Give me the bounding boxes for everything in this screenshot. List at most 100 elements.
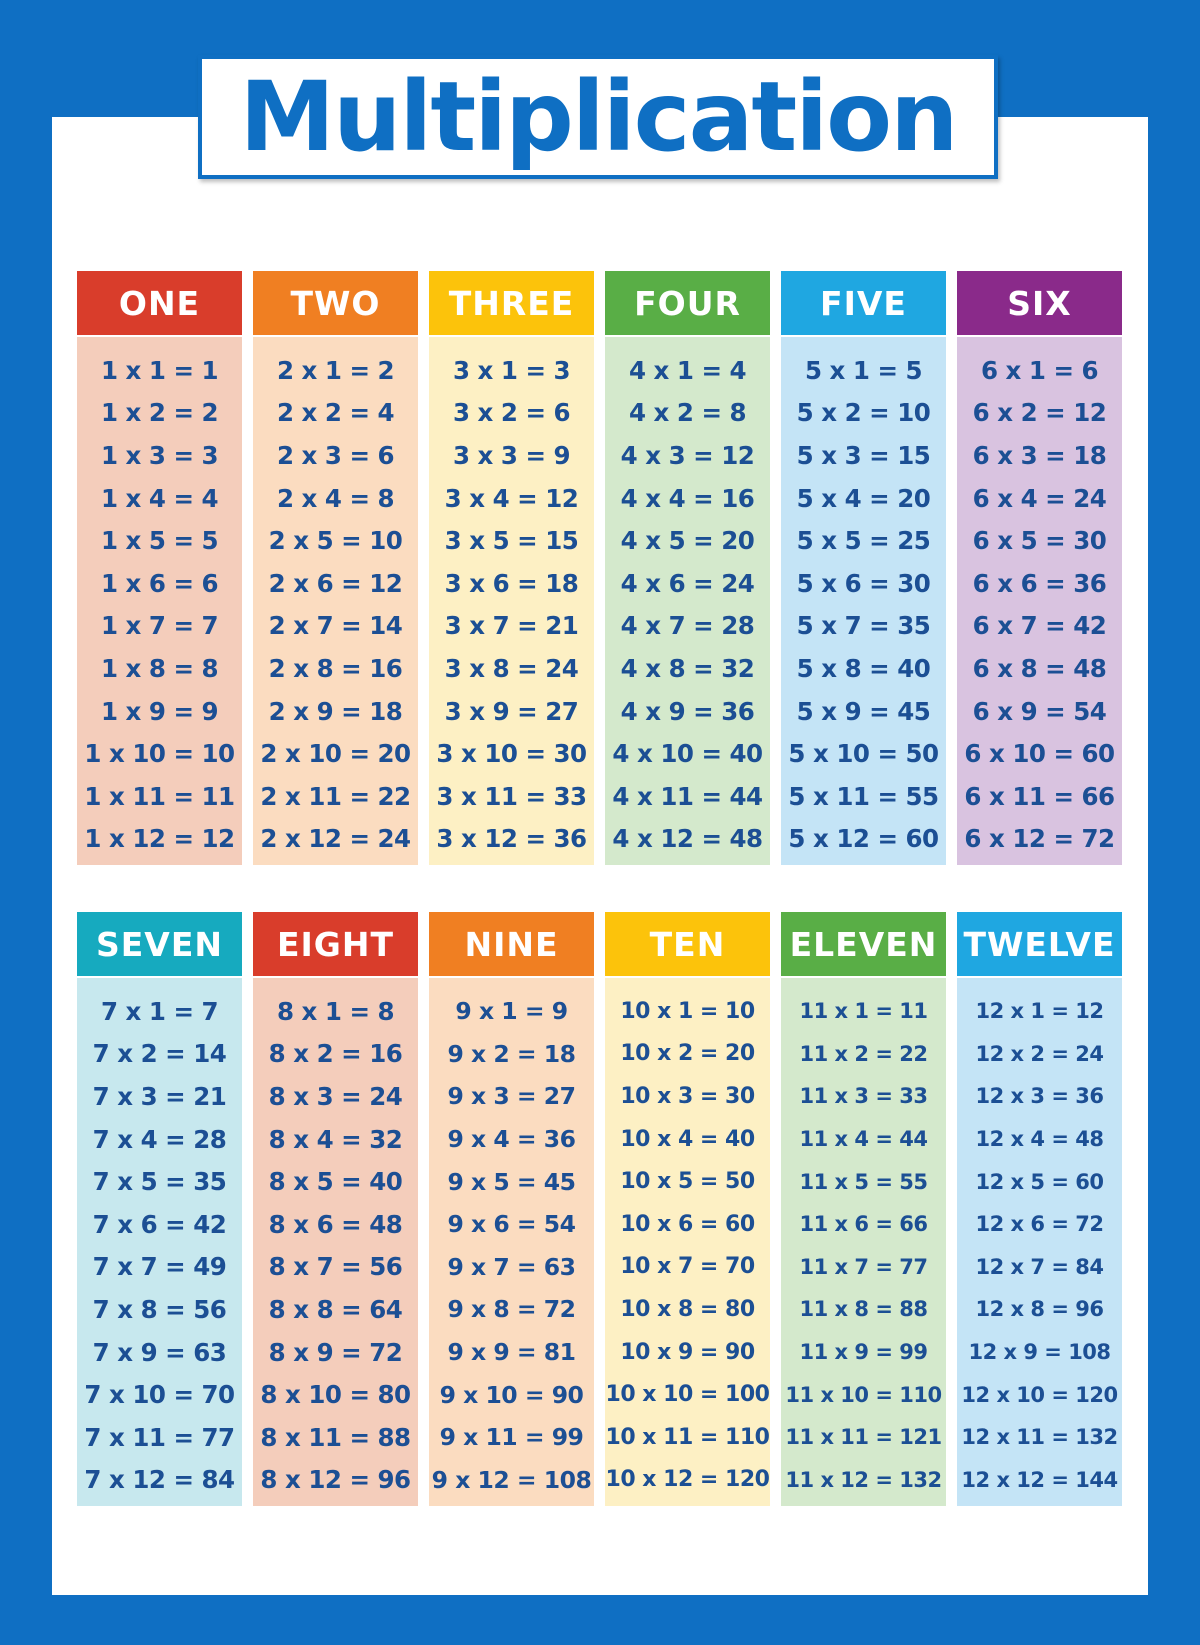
equation-row: 3 x 9 = 27 [444,696,579,726]
table-body: 4 x 1 = 4 4 x 2 = 8 4 x 3 = 12 4 x 4 = 16 4 … [605,337,770,865]
equation-row: 8 x 9 = 72 [268,1337,403,1367]
equation-row: 7 x 10 = 70 [84,1380,235,1410]
equation-row: 8 x 3 = 24 [268,1081,403,1111]
equation-row: 11 x 2 = 22 [799,1041,928,1066]
table-body: 7 x 1 = 7 7 x 2 = 14 7 x 3 = 21 7 x 4 = 28 7… [77,978,242,1506]
equation-row: 4 x 2 = 8 [628,398,747,428]
equation-row: 8 x 11 = 88 [260,1422,411,1452]
equation-row: 2 x 8 = 16 [268,653,403,683]
equation-row: 12 x 10 = 120 [961,1382,1118,1407]
table-header: TWELVE [957,912,1122,976]
table-body: 9 x 1 = 9 9 x 2 = 18 9 x 3 = 27 9 x 4 = 36 9… [429,978,594,1506]
equation-row: 9 x 9 = 81 [447,1338,576,1367]
table-body: 10 x 1 = 10 10 x 2 = 20 10 x 3 = 30 10 x 4 … [605,978,770,1506]
equation-row: 9 x 2 = 18 [447,1039,576,1068]
equation-row: 5 x 9 = 45 [796,696,931,726]
equation-row: 1 x 6 = 6 [100,568,219,598]
equation-row: 11 x 5 = 55 [799,1169,928,1194]
equation-row: 3 x 8 = 24 [444,653,579,683]
equation-row: 11 x 9 = 99 [799,1340,928,1365]
equation-row: 11 x 3 = 33 [799,1084,928,1109]
table-header: FIVE [781,271,946,335]
equation-row: 2 x 10 = 20 [260,739,411,769]
equation-row: 6 x 10 = 60 [964,739,1115,769]
equation-row: 2 x 2 = 4 [276,398,395,428]
equation-row: 12 x 9 = 108 [968,1340,1111,1365]
equation-row: 8 x 2 = 16 [268,1039,403,1069]
equation-row: 3 x 2 = 6 [452,398,571,428]
equation-row: 9 x 1 = 9 [455,997,568,1026]
table-column-eleven: ELEVEN 11 x 1 = 11 11 x 2 = 22 11 x 3 = 33 1… [781,912,946,1506]
equation-row: 9 x 7 = 63 [447,1252,576,1281]
equation-row: 6 x 1 = 6 [980,355,1099,385]
equation-row: 6 x 3 = 18 [972,440,1107,470]
equation-row: 8 x 10 = 80 [260,1380,411,1410]
table-header: EIGHT [253,912,418,976]
equation-row: 5 x 3 = 15 [796,440,931,470]
equation-row: 12 x 2 = 24 [975,1041,1104,1066]
equation-row: 8 x 12 = 96 [260,1465,411,1495]
table-column-eight: EIGHT 8 x 1 = 8 8 x 2 = 16 8 x 3 = 24 8 x 4 … [253,912,418,1506]
equation-row: 12 x 8 = 96 [975,1297,1104,1322]
equation-row: 2 x 1 = 2 [276,355,395,385]
equation-row: 6 x 12 = 72 [964,824,1115,854]
equation-row: 9 x 4 = 36 [447,1125,576,1154]
equation-row: 6 x 11 = 66 [964,781,1115,811]
table-header: SEVEN [77,912,242,976]
equation-row: 12 x 4 = 48 [975,1127,1104,1152]
equation-row: 1 x 4 = 4 [100,483,219,513]
equation-row: 10 x 12 = 120 [605,1467,770,1493]
equation-row: 5 x 7 = 35 [796,611,931,641]
equation-row: 5 x 8 = 40 [796,653,931,683]
equation-row: 11 x 6 = 66 [799,1212,928,1237]
equation-row: 6 x 7 = 42 [972,611,1107,641]
equation-row: 7 x 5 = 35 [92,1167,227,1197]
table-header: TEN [605,912,770,976]
equation-row: 3 x 7 = 21 [444,611,579,641]
equation-row: 3 x 3 = 9 [452,440,571,470]
equation-row: 5 x 6 = 30 [796,568,931,598]
table-body: 12 x 1 = 12 12 x 2 = 24 12 x 3 = 36 12 x 4 … [957,978,1122,1506]
table-header: ELEVEN [781,912,946,976]
equation-row: 11 x 8 = 88 [799,1297,928,1322]
equation-row: 3 x 10 = 30 [436,739,587,769]
equation-row: 1 x 12 = 12 [84,824,235,854]
equation-row: 10 x 1 = 10 [620,998,755,1024]
equation-row: 4 x 7 = 28 [620,611,755,641]
equation-row: 5 x 10 = 50 [788,739,939,769]
table-column-ten: TEN 10 x 1 = 10 10 x 2 = 20 10 x 3 = 30 10 x… [605,912,770,1506]
equation-row: 3 x 11 = 33 [436,781,587,811]
equation-row: 8 x 6 = 48 [268,1209,403,1239]
title-banner: Multiplication [198,55,998,179]
equation-row: 1 x 10 = 10 [84,739,235,769]
equation-row: 1 x 3 = 3 [100,440,219,470]
equation-row: 1 x 8 = 8 [100,653,219,683]
equation-row: 6 x 4 = 24 [972,483,1107,513]
equation-row: 8 x 5 = 40 [268,1167,403,1197]
table-column-four: FOUR 4 x 1 = 4 4 x 2 = 8 4 x 3 = 12 4 x 4 = … [605,271,770,865]
equation-row: 12 x 11 = 132 [961,1425,1118,1450]
equation-row: 3 x 4 = 12 [444,483,579,513]
equation-row: 4 x 5 = 20 [620,526,755,556]
equation-row: 4 x 4 = 16 [620,483,755,513]
equation-row: 10 x 8 = 80 [620,1296,755,1322]
table-body: 1 x 1 = 1 1 x 2 = 2 1 x 3 = 3 1 x 4 = 4 1 x … [77,337,242,865]
equation-row: 7 x 7 = 49 [92,1252,227,1282]
equation-row: 3 x 12 = 36 [436,824,587,854]
table-body: 5 x 1 = 5 5 x 2 = 10 5 x 3 = 15 5 x 4 = 20 5… [781,337,946,865]
equation-row: 9 x 12 = 108 [431,1465,592,1494]
equation-row: 9 x 8 = 72 [447,1295,576,1324]
equation-row: 7 x 4 = 28 [92,1124,227,1154]
equation-row: 9 x 5 = 45 [447,1167,576,1196]
table-body: 3 x 1 = 3 3 x 2 = 6 3 x 3 = 9 3 x 4 = 12 3 x… [429,337,594,865]
table-body: 2 x 1 = 2 2 x 2 = 4 2 x 3 = 6 2 x 4 = 8 2 x … [253,337,418,865]
equation-row: 7 x 12 = 84 [84,1465,235,1495]
equation-row: 12 x 3 = 36 [975,1084,1104,1109]
equation-row: 2 x 7 = 14 [268,611,403,641]
equation-row: 10 x 3 = 30 [620,1083,755,1109]
equation-row: 11 x 7 = 77 [799,1254,928,1279]
equation-row: 7 x 11 = 77 [84,1422,235,1452]
equation-row: 3 x 6 = 18 [444,568,579,598]
table-column-twelve: TWELVE 12 x 1 = 12 12 x 2 = 24 12 x 3 = 36 1… [957,912,1122,1506]
